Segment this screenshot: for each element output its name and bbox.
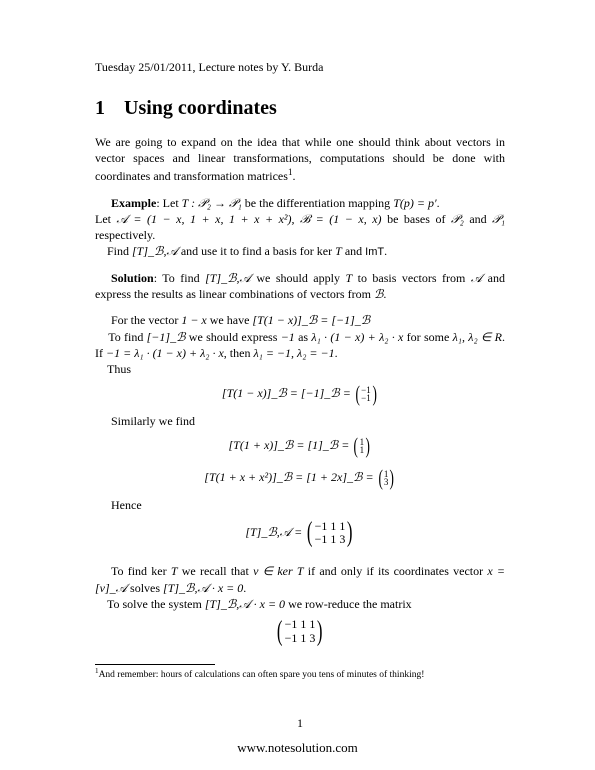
math-expr: λ₁, λ₂ ∈ R	[453, 330, 502, 344]
footer-url: www.notesolution.com	[0, 740, 595, 756]
math-expr: [T]_ℬ,𝒜	[132, 244, 178, 258]
equation-4: [T]_ℬ,𝒜 = (−1 1 1−1 1 3)	[95, 517, 505, 549]
column-vector: −1−1	[361, 386, 371, 402]
paren-close: )	[372, 381, 376, 407]
paren-open: (	[354, 433, 358, 459]
date-author-line: Tuesday 25/01/2011, Lecture notes by Y. …	[95, 60, 505, 75]
paren-open: (	[307, 517, 313, 549]
math-expr: T(p) = p′	[393, 196, 436, 210]
text: For the vector	[111, 313, 181, 327]
math-expr: T : 𝒫₂ → 𝒫₁	[182, 196, 242, 210]
paren-close: )	[366, 433, 370, 459]
math-expr: [T]_ℬ,𝒜 · x = 0	[205, 597, 285, 611]
math-expr: ImT	[365, 246, 384, 258]
intro-text: We are going to expand on the idea that …	[95, 135, 505, 183]
text: if and only if its coordinates vector	[304, 564, 488, 578]
math-expr: 𝒫₁	[492, 212, 505, 226]
equation-1: [T(1 − x)]_ℬ = [−1]_ℬ = (−1−1)	[95, 381, 505, 407]
paren-close: )	[390, 465, 394, 491]
math-expr: [T]_ℬ,𝒜 · x = 0	[163, 581, 243, 595]
equation-2: [T(1 + x)]_ℬ = [1]_ℬ = (11)	[95, 433, 505, 459]
text: we recall that	[178, 564, 254, 578]
text: .	[384, 244, 387, 258]
math-expr: 1 − x	[181, 313, 206, 327]
text: To find	[108, 330, 146, 344]
footnote-rule	[95, 664, 215, 665]
example-label: Example	[111, 196, 156, 210]
text: .	[243, 581, 246, 595]
solution-block: Solution: To find [T]_ℬ,𝒜 we should appl…	[95, 270, 505, 302]
math-expr: λ₁ = −1, λ₂ = −1	[253, 346, 334, 360]
math-expr: [T(1 − x)]_ℬ = [−1]_ℬ	[252, 313, 370, 327]
text: respectively.	[95, 228, 155, 242]
kerT-paragraph: To find ker T we recall that v ∈ ker T i…	[95, 563, 505, 612]
text: be the differentiation mapping	[242, 196, 393, 210]
eq-lhs: [T]_ℬ,𝒜 =	[245, 525, 305, 539]
text: , then	[224, 346, 254, 360]
text: as	[295, 330, 312, 344]
eq-lhs: [T(1 + x)]_ℬ = [1]_ℬ =	[229, 438, 353, 452]
math-expr: T	[171, 564, 178, 578]
section-heading: 1 Using coordinates	[95, 97, 505, 120]
math-expr: −1 = λ₁ · (1 − x) + λ₂ · x	[106, 346, 224, 360]
column-vector: 11	[360, 438, 365, 454]
footnote: 1And remember: hours of calculations can…	[95, 667, 505, 682]
math-expr: 𝒜 = (1 − x, 1 + x, 1 + x + x²), ℬ = (1 −…	[117, 212, 382, 226]
math-expr: ℬ	[374, 287, 383, 301]
text: .	[437, 196, 440, 210]
paren-open: (	[378, 465, 382, 491]
eq-lhs: [T(1 − x)]_ℬ = [−1]_ℬ =	[222, 386, 354, 400]
footnote-text: And remember: hours of calculations can …	[99, 670, 425, 680]
similarly-line: Similarly we find	[95, 413, 505, 429]
eq-lhs: [T(1 + x + x²)]_ℬ = [1 + 2x]_ℬ =	[204, 470, 376, 484]
section-number: 1	[95, 97, 119, 120]
page-number: 1	[95, 716, 505, 731]
text: we should apply	[251, 271, 346, 285]
text: we row-reduce the matrix	[285, 597, 412, 611]
text: : Let	[156, 196, 181, 210]
text: solves	[127, 581, 163, 595]
example-block: Example: Let T : 𝒫₂ → 𝒫₁ be the differen…	[95, 195, 505, 260]
text: for some	[403, 330, 452, 344]
math-expr: [−1]_ℬ	[147, 330, 186, 344]
text: be bases of	[382, 212, 451, 226]
math-expr: λ₁ · (1 − x) + λ₂ · x	[311, 330, 403, 344]
matrix: −1 1 1−1 1 3	[285, 618, 316, 646]
text: and use it to find a basis for ker	[178, 244, 335, 258]
text: to basis vectors from	[352, 271, 471, 285]
math-expr: [T]_ℬ,𝒜	[205, 271, 251, 285]
math-expr: v ∈ ker T	[253, 564, 303, 578]
text: and	[464, 212, 492, 226]
paren-open: (	[355, 381, 359, 407]
hence-line: Hence	[95, 497, 505, 513]
paren-close: )	[347, 517, 353, 549]
math-expr: −1	[281, 330, 295, 344]
equation-5: (−1 1 1−1 1 3)	[95, 616, 505, 648]
text: Find	[107, 244, 132, 258]
for-vector-line: For the vector 1 − x we have [T(1 − x)]_…	[95, 312, 505, 377]
text: : To find	[154, 271, 205, 285]
text: and	[342, 244, 365, 258]
equation-3: [T(1 + x + x²)]_ℬ = [1 + 2x]_ℬ = (13)	[95, 465, 505, 491]
math-expr: 𝒜	[471, 271, 482, 285]
intro-end: .	[292, 169, 295, 183]
text: we should express	[186, 330, 281, 344]
math-expr: T	[335, 244, 342, 258]
page-content: Tuesday 25/01/2011, Lecture notes by Y. …	[0, 0, 595, 731]
text: .	[383, 287, 386, 301]
solution-label: Solution	[111, 271, 154, 285]
text: To find ker	[111, 564, 171, 578]
text: we have	[207, 313, 253, 327]
math-expr: 𝒫₂	[451, 212, 464, 226]
section-title: Using coordinates	[124, 97, 277, 119]
intro-paragraph: We are going to expand on the idea that …	[95, 134, 505, 185]
text: Let	[95, 212, 117, 226]
paren-open: (	[277, 616, 283, 648]
text: To solve the system	[107, 597, 205, 611]
text: .	[335, 346, 338, 360]
paren-close: )	[317, 616, 323, 648]
text: Thus	[107, 362, 131, 376]
column-vector: 13	[384, 470, 389, 486]
matrix: −1 1 1−1 1 3	[315, 520, 346, 548]
